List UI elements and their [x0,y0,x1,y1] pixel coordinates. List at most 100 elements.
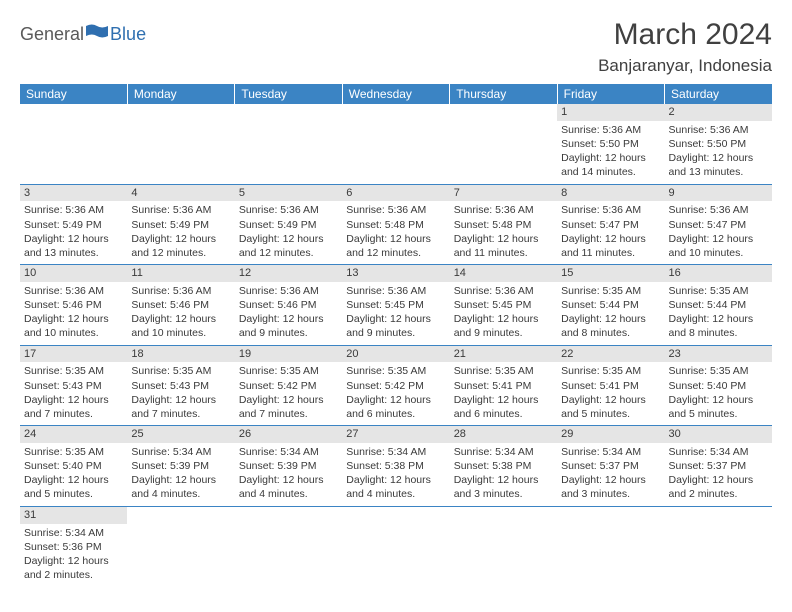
calendar-cell: 19Sunrise: 5:35 AMSunset: 5:42 PMDayligh… [235,345,342,426]
logo-text-blue: Blue [110,24,146,45]
day-number: 8 [557,185,664,202]
day-number: 9 [665,185,772,202]
day-number: 16 [665,265,772,282]
day-details: Sunrise: 5:36 AMSunset: 5:46 PMDaylight:… [23,284,124,341]
day-number: 31 [20,507,127,524]
day-number: 20 [342,346,449,363]
day-number: 25 [127,426,234,443]
day-details: Sunrise: 5:34 AMSunset: 5:38 PMDaylight:… [453,445,554,502]
day-details: Sunrise: 5:36 AMSunset: 5:50 PMDaylight:… [560,123,661,180]
flag-icon [86,24,108,45]
calendar-cell: 17Sunrise: 5:35 AMSunset: 5:43 PMDayligh… [20,345,127,426]
day-details: Sunrise: 5:36 AMSunset: 5:45 PMDaylight:… [453,284,554,341]
calendar-cell: 20Sunrise: 5:35 AMSunset: 5:42 PMDayligh… [342,345,449,426]
day-details: Sunrise: 5:34 AMSunset: 5:38 PMDaylight:… [345,445,446,502]
day-details: Sunrise: 5:35 AMSunset: 5:42 PMDaylight:… [345,364,446,421]
weekday-header: Wednesday [342,84,449,104]
day-number: 6 [342,185,449,202]
day-number: 28 [450,426,557,443]
day-number: 12 [235,265,342,282]
logo: General Blue [20,24,146,45]
weekday-header: Monday [127,84,234,104]
weekday-header: Sunday [20,84,127,104]
calendar-cell: 1 Sunrise: 5:36 AMSunset: 5:50 PMDaylight… [557,104,664,184]
weekday-header: Tuesday [235,84,342,104]
day-details: Sunrise: 5:36 AMSunset: 5:49 PMDaylight:… [130,203,231,260]
calendar-cell: 24Sunrise: 5:35 AMSunset: 5:40 PMDayligh… [20,426,127,507]
calendar-cell [450,506,557,586]
calendar-cell: 25 Sunrise: 5:34 AMSunset: 5:39 PMDayligh… [127,426,234,507]
calendar-cell: 14Sunrise: 5:36 AMSunset: 5:45 PMDayligh… [450,265,557,346]
calendar-cell: 13 Sunrise: 5:36 AMSunset: 5:45 PMDayligh… [342,265,449,346]
day-number: 29 [557,426,664,443]
day-details: Sunrise: 5:35 AMSunset: 5:40 PMDaylight:… [668,364,769,421]
day-details: Sunrise: 5:35 AMSunset: 5:44 PMDaylight:… [668,284,769,341]
calendar-cell [557,506,664,586]
calendar-cell: 4Sunrise: 5:36 AMSunset: 5:49 PMDaylight… [127,184,234,265]
day-details: Sunrise: 5:36 AMSunset: 5:46 PMDaylight:… [130,284,231,341]
day-details: Sunrise: 5:35 AMSunset: 5:42 PMDaylight:… [238,364,339,421]
day-details: Sunrise: 5:35 AMSunset: 5:43 PMDaylight:… [130,364,231,421]
day-number: 3 [20,185,127,202]
day-number: 27 [342,426,449,443]
calendar-cell [127,506,234,586]
day-details: Sunrise: 5:35 AMSunset: 5:44 PMDaylight:… [560,284,661,341]
calendar-cell [235,104,342,184]
day-details: Sunrise: 5:36 AMSunset: 5:49 PMDaylight:… [238,203,339,260]
day-number: 1 [557,104,664,121]
day-number: 26 [235,426,342,443]
day-number: 5 [235,185,342,202]
day-details: Sunrise: 5:36 AMSunset: 5:50 PMDaylight:… [668,123,769,180]
calendar-cell: 10 Sunrise: 5:36 AMSunset: 5:46 PMDayligh… [20,265,127,346]
day-details: Sunrise: 5:35 AMSunset: 5:40 PMDaylight:… [23,445,124,502]
day-number: 23 [665,346,772,363]
calendar-cell: 28 Sunrise: 5:34 AMSunset: 5:38 PMDayligh… [450,426,557,507]
calendar-cell: 5Sunrise: 5:36 AMSunset: 5:49 PMDaylight… [235,184,342,265]
location: Banjaranyar, Indonesia [598,56,772,76]
calendar-cell: 16 Sunrise: 5:35 AMSunset: 5:44 PMDayligh… [665,265,772,346]
day-number: 22 [557,346,664,363]
day-number: 13 [342,265,449,282]
calendar-cell: 7Sunrise: 5:36 AMSunset: 5:48 PMDaylight… [450,184,557,265]
day-number: 19 [235,346,342,363]
calendar-cell [20,104,127,184]
day-details: Sunrise: 5:36 AMSunset: 5:45 PMDaylight:… [345,284,446,341]
weekday-header: Thursday [450,84,557,104]
calendar-head: SundayMondayTuesdayWednesdayThursdayFrid… [20,84,772,104]
day-details: Sunrise: 5:34 AMSunset: 5:36 PMDaylight:… [23,526,124,583]
day-details: Sunrise: 5:36 AMSunset: 5:47 PMDaylight:… [668,203,769,260]
day-number: 15 [557,265,664,282]
day-number: 18 [127,346,234,363]
calendar-cell: 31 Sunrise: 5:34 AMSunset: 5:36 PMDayligh… [20,506,127,586]
calendar-cell: 9Sunrise: 5:36 AMSunset: 5:47 PMDaylight… [665,184,772,265]
day-details: Sunrise: 5:36 AMSunset: 5:48 PMDaylight:… [345,203,446,260]
day-number: 4 [127,185,234,202]
calendar-cell: 29 Sunrise: 5:34 AMSunset: 5:37 PMDayligh… [557,426,664,507]
calendar-cell [665,506,772,586]
calendar-cell: 22Sunrise: 5:35 AMSunset: 5:41 PMDayligh… [557,345,664,426]
day-number: 10 [20,265,127,282]
calendar-body: 1Sunrise: 5:36 AMSunset: 5:50 PMDaylight… [20,104,772,586]
calendar-cell: 11 Sunrise: 5:36 AMSunset: 5:46 PMDayligh… [127,265,234,346]
calendar-cell: 27 Sunrise: 5:34 AMSunset: 5:38 PMDayligh… [342,426,449,507]
calendar-cell: 23Sunrise: 5:35 AMSunset: 5:40 PMDayligh… [665,345,772,426]
day-details: Sunrise: 5:35 AMSunset: 5:43 PMDaylight:… [23,364,124,421]
day-details: Sunrise: 5:36 AMSunset: 5:46 PMDaylight:… [238,284,339,341]
day-details: Sunrise: 5:34 AMSunset: 5:39 PMDaylight:… [238,445,339,502]
day-details: Sunrise: 5:35 AMSunset: 5:41 PMDaylight:… [453,364,554,421]
calendar-cell [342,104,449,184]
day-number: 7 [450,185,557,202]
calendar-cell [450,104,557,184]
day-details: Sunrise: 5:36 AMSunset: 5:48 PMDaylight:… [453,203,554,260]
day-number: 21 [450,346,557,363]
calendar-cell: 26 Sunrise: 5:34 AMSunset: 5:39 PMDayligh… [235,426,342,507]
calendar-cell [342,506,449,586]
calendar-cell [127,104,234,184]
day-number: 11 [127,265,234,282]
title-block: March 2024 Banjaranyar, Indonesia [598,18,772,76]
calendar-cell: 2Sunrise: 5:36 AMSunset: 5:50 PMDaylight… [665,104,772,184]
header: General Blue March 2024 Banjaranyar, Ind… [20,18,772,76]
day-details: Sunrise: 5:34 AMSunset: 5:39 PMDaylight:… [130,445,231,502]
calendar-cell: 3Sunrise: 5:36 AMSunset: 5:49 PMDaylight… [20,184,127,265]
day-details: Sunrise: 5:34 AMSunset: 5:37 PMDaylight:… [560,445,661,502]
